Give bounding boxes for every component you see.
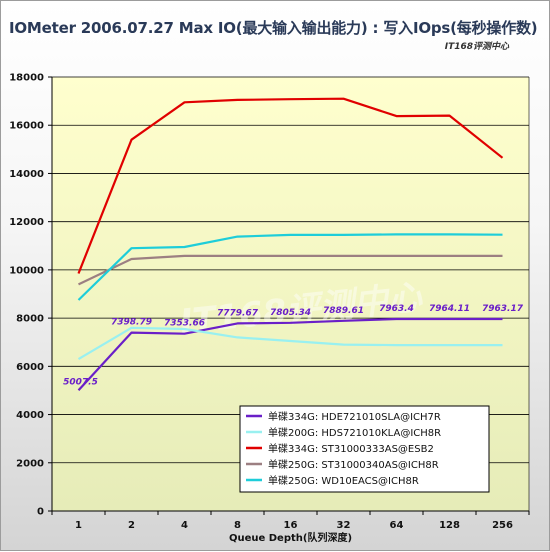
series-line-3: [77, 97, 504, 274]
legend-box: [239, 405, 490, 493]
x-axis-label: Queue Depth(队列深度): [229, 531, 352, 544]
x-tick-label: 2: [128, 520, 135, 531]
y-tick-label: 10000: [9, 265, 44, 276]
x-tick-label: 4: [181, 520, 188, 531]
legend-entry: 单碟334G: ST31000333AS@ESB2: [268, 442, 434, 455]
x-tick-label: 128: [439, 520, 460, 531]
series-line-1: [77, 317, 503, 392]
legend-entry: 单碟334G: HDE721010SLA@ICH7R: [268, 410, 441, 423]
x-tick-label: 8: [234, 520, 241, 531]
y-tick-label: 12000: [9, 217, 44, 228]
y-tick-label: 8000: [16, 314, 44, 325]
x-tick-label: 32: [337, 520, 351, 531]
data-label: 7398.79: [111, 318, 152, 328]
y-tick-label: 14000: [9, 169, 44, 180]
x-tick-label: 64: [390, 520, 404, 531]
legend-entry: 单碟250G: WD10EACS@ICH8R: [268, 474, 419, 487]
series-line-5: [77, 233, 503, 301]
data-label: 7963.17: [482, 304, 524, 314]
data-label: 7964.11: [429, 304, 470, 314]
data-label: 7779.67: [217, 308, 259, 318]
x-tick-label: 1: [75, 520, 82, 531]
legend-entry: 单碟250G: ST31000340AS@ICH8R: [268, 458, 439, 471]
data-label: 7805.34: [270, 308, 311, 318]
data-label: 7963.4: [379, 304, 414, 314]
x-tick-label: 16: [284, 520, 298, 531]
y-tick-label: 16000: [9, 121, 44, 132]
y-tick-label: 18000: [9, 73, 44, 84]
watermark-text: IT168评测中心: [444, 42, 509, 52]
chart-title: IOMeter 2006.07.27 Max IO(最大输入输出能力) : 写入…: [9, 19, 538, 37]
legend-entry: 单碟200G: HDS721010KLA@ICH8R: [268, 426, 441, 439]
data-label: 5007.5: [63, 377, 98, 387]
x-tick-label: 256: [492, 520, 513, 531]
y-tick-label: 4000: [16, 410, 44, 421]
series-line-2: [77, 326, 503, 361]
data-label: 7353.66: [164, 319, 205, 329]
data-label: 7889.61: [323, 306, 364, 316]
y-tick-label: 2000: [16, 458, 44, 469]
y-tick-label: 0: [37, 507, 44, 518]
series-line-4: [78, 254, 503, 286]
y-tick-label: 6000: [16, 362, 44, 373]
